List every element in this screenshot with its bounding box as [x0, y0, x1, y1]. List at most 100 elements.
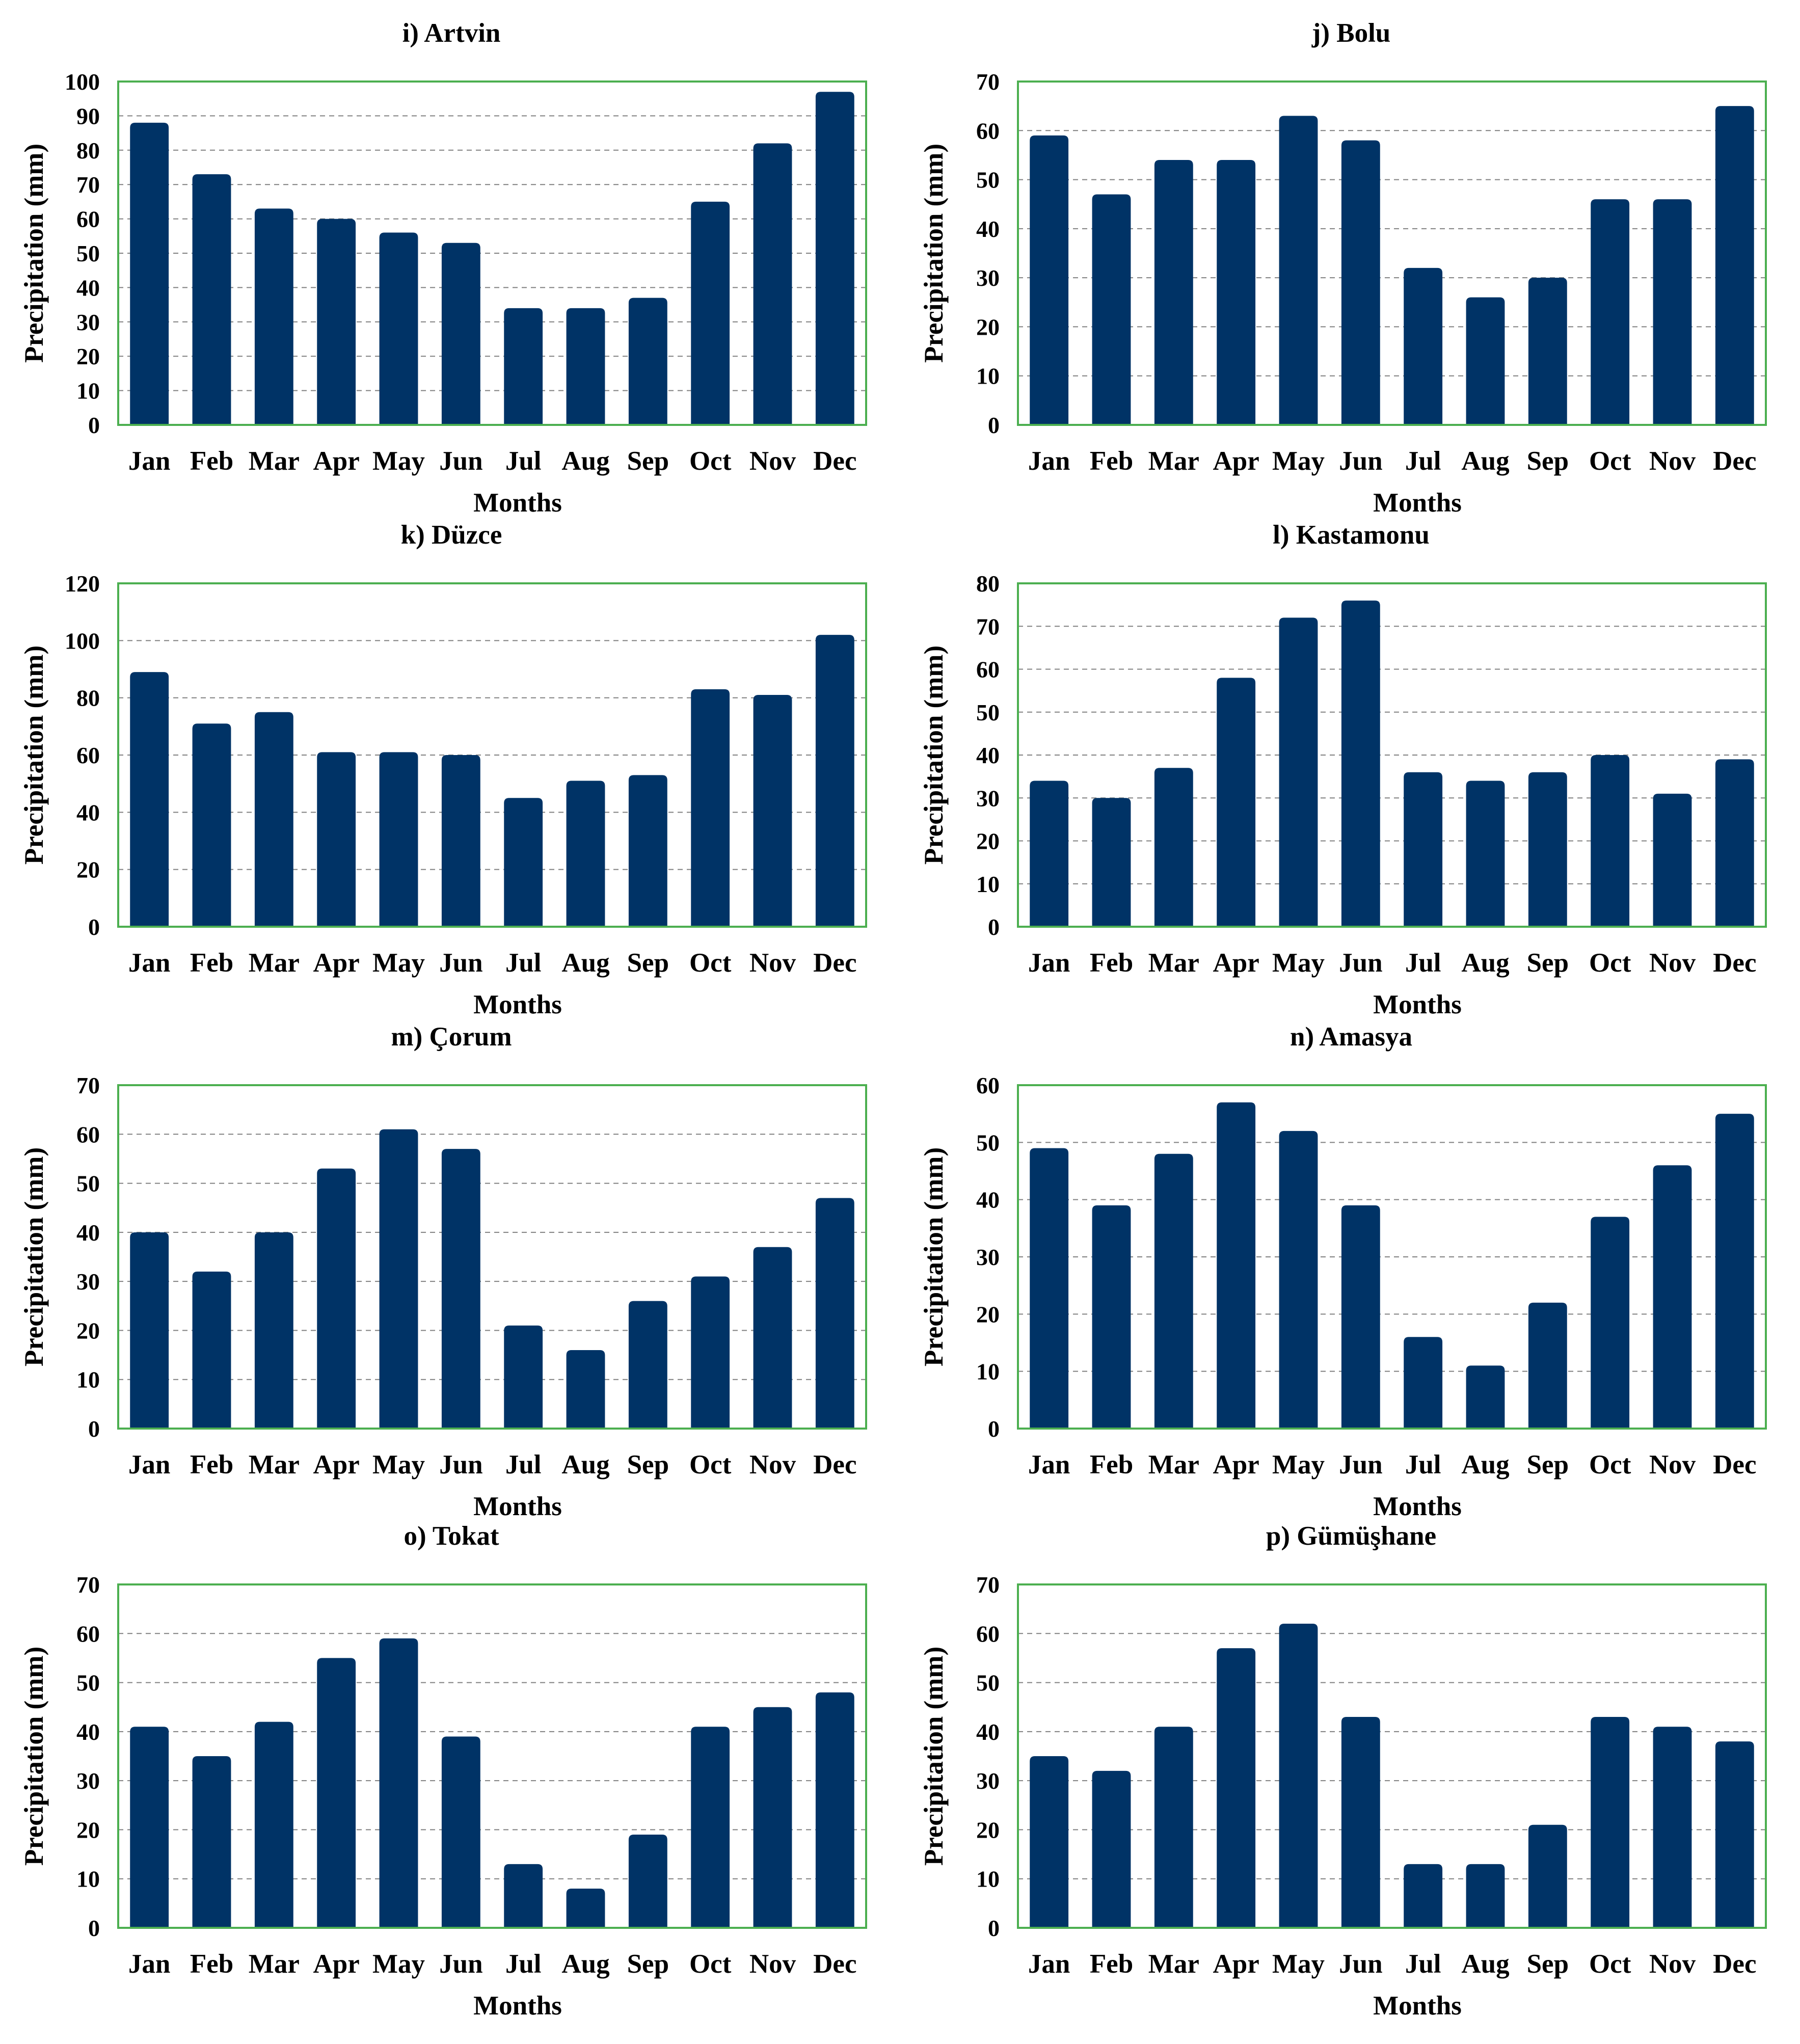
chart-5-x-tick-label: Aug: [1461, 1450, 1509, 1480]
chart-svg-gumushane: p) Gümüşhane 0 10 20 30 40 50 60 70 Jan Feb Mar Apr M…: [919, 1521, 1767, 2021]
chart-0-bar-aug: [566, 308, 605, 425]
chart-6-y-tick-label: 0: [88, 1915, 100, 1941]
chart-7-title: p) Gümüşhane: [1266, 1521, 1436, 1551]
chart-0-bar-nov: [753, 143, 792, 425]
chart-7-y-tick-label: 30: [976, 1768, 1000, 1794]
chart-1-y-tick-label: 20: [976, 314, 1000, 340]
chart-2-bar-dec: [815, 635, 854, 927]
chart-0-x-tick-label: Jan: [128, 446, 170, 476]
chart-4-bar-nov: [753, 1247, 792, 1429]
chart-6-bar-nov: [753, 1707, 792, 1928]
chart-4-x-tick-label: Jun: [439, 1450, 482, 1480]
chart-3-x-tick-label: Oct: [1589, 948, 1631, 978]
chart-4-bar-sep: [628, 1301, 667, 1429]
chart-svg-corum: m) Çorum 0 10 20 30 40 50 60 70 Jan Feb Mar Apr May Ju…: [19, 1022, 867, 1521]
chart-7-x-tick-label: Oct: [1589, 1949, 1631, 1979]
chart-6-x-tick-label: Oct: [689, 1949, 732, 1979]
chart-7-bar-jun: [1341, 1716, 1380, 1928]
chart-6-bar-aug: [566, 1888, 605, 1928]
chart-0-bar-mar: [254, 208, 293, 425]
chart-4-bar-aug: [566, 1350, 605, 1429]
chart-7-bar-aug: [1466, 1864, 1505, 1928]
chart-7-x-tick-label: Dec: [1713, 1949, 1756, 1979]
chart-1-x-axis-label: Months: [1373, 488, 1462, 518]
chart-3-bar-aug: [1466, 781, 1505, 927]
chart-3-bar-apr: [1217, 678, 1256, 927]
chart-6-x-tick-label: Dec: [813, 1949, 856, 1979]
chart-1-x-tick-label: Jun: [1339, 446, 1382, 476]
chart-4-x-tick-label: Jul: [505, 1450, 542, 1480]
chart-0-bar-dec: [815, 92, 854, 425]
chart-1-bar-apr: [1217, 160, 1256, 425]
chart-4-bar-mar: [254, 1232, 293, 1429]
chart-2-y-tick-label: 60: [76, 742, 100, 768]
chart-3-x-tick-label: Sep: [1527, 948, 1569, 978]
chart-5-y-tick-label: 40: [976, 1187, 1000, 1213]
chart-panel-gumushane: p) Gümüşhane 0 10 20 30 40 50 60 70 Jan Feb Mar Apr M…: [900, 1503, 1799, 2021]
chart-3-x-tick-label: Feb: [1090, 948, 1133, 978]
chart-0-x-tick-label: May: [372, 446, 425, 476]
chart-4-title: m) Çorum: [391, 1022, 512, 1052]
chart-svg-artvin: i) Artvin 0 10 20 30 40 50 60 70 80 90 100 Jan Feb Mar…: [19, 18, 867, 518]
chart-2-y-tick-label: 40: [76, 799, 100, 825]
chart-7-bar-sep: [1528, 1824, 1567, 1928]
chart-1-x-tick-label: Sep: [1527, 446, 1569, 476]
chart-panel-bolu: j) Bolu 0 10 20 30 40 50 60 70 Jan Feb Mar Apr May Jun…: [900, 0, 1799, 518]
chart-3-bar-feb: [1092, 798, 1131, 927]
chart-1-bar-jun: [1341, 140, 1380, 425]
chart-5-y-tick-label: 30: [976, 1244, 1000, 1270]
chart-3-x-axis-label: Months: [1373, 990, 1462, 1019]
chart-1-x-tick-label: Jan: [1028, 446, 1070, 476]
chart-0-x-tick-label: Jun: [439, 446, 482, 476]
chart-0-x-tick-label: Apr: [313, 446, 360, 476]
chart-0-bar-oct: [691, 201, 730, 425]
chart-3-bar-jan: [1030, 781, 1069, 927]
chart-0-y-tick-label: 20: [76, 343, 100, 369]
chart-4-y-tick-label: 20: [76, 1317, 100, 1343]
chart-1-plot-frame: [1017, 80, 1767, 426]
chart-5-y-tick-label: 20: [976, 1301, 1000, 1327]
chart-2-bar-jun: [441, 755, 480, 927]
chart-2-x-tick-label: Jul: [505, 948, 542, 978]
chart-1-x-tick-label: Aug: [1461, 446, 1509, 476]
chart-4-x-tick-label: Sep: [627, 1450, 669, 1480]
chart-0-y-axis-label: Precipitation (mm): [19, 144, 49, 363]
chart-3-y-tick-label: 0: [988, 914, 1000, 940]
chart-0-plot-frame: [117, 80, 867, 426]
chart-6-y-tick-label: 40: [76, 1719, 100, 1745]
chart-3-y-tick-label: 10: [976, 871, 1000, 897]
chart-4-x-tick-label: Apr: [313, 1450, 360, 1480]
chart-2-x-axis-label: Months: [473, 990, 562, 1019]
chart-0-title: i) Artvin: [402, 18, 501, 48]
chart-1-y-tick-label: 30: [976, 265, 1000, 291]
chart-1-x-tick-label: Apr: [1213, 446, 1259, 476]
chart-7-bar-may: [1279, 1624, 1318, 1928]
chart-5-x-tick-label: Nov: [1649, 1450, 1696, 1480]
chart-2-bar-nov: [753, 695, 792, 927]
chart-1-y-tick-label: 40: [976, 216, 1000, 242]
chart-1-x-tick-label: Nov: [1649, 446, 1696, 476]
chart-5-bar-mar: [1154, 1153, 1193, 1429]
chart-0-y-tick-label: 0: [88, 412, 100, 438]
chart-2-bar-feb: [192, 723, 231, 927]
chart-4-x-tick-label: Feb: [190, 1450, 233, 1480]
chart-3-x-tick-label: Nov: [1649, 948, 1696, 978]
chart-0-x-tick-label: Aug: [561, 446, 609, 476]
chart-4-bar-jan: [130, 1232, 169, 1429]
chart-2-bar-aug: [566, 781, 605, 927]
chart-3-y-tick-label: 70: [976, 613, 1000, 639]
chart-5-plot-frame: [1017, 1084, 1767, 1430]
chart-4-y-tick-label: 40: [76, 1220, 100, 1246]
chart-7-x-tick-label: Nov: [1649, 1949, 1696, 1979]
chart-5-bar-sep: [1528, 1302, 1567, 1429]
chart-7-x-tick-label: Mar: [1148, 1949, 1199, 1979]
chart-1-x-tick-label: Jul: [1405, 446, 1441, 476]
chart-0-y-tick-label: 60: [76, 206, 100, 232]
chart-6-x-tick-label: May: [372, 1949, 425, 1979]
chart-panel-duzce: k) Düzce 0 20 40 60 80 100 120 Jan Feb Mar Apr May Ju…: [0, 502, 900, 1019]
chart-2-bar-jan: [130, 672, 169, 927]
chart-1-x-tick-label: Mar: [1148, 446, 1199, 476]
chart-7-y-axis-label: Precipitation (mm): [919, 1647, 949, 1866]
chart-1-x-tick-label: May: [1272, 446, 1325, 476]
